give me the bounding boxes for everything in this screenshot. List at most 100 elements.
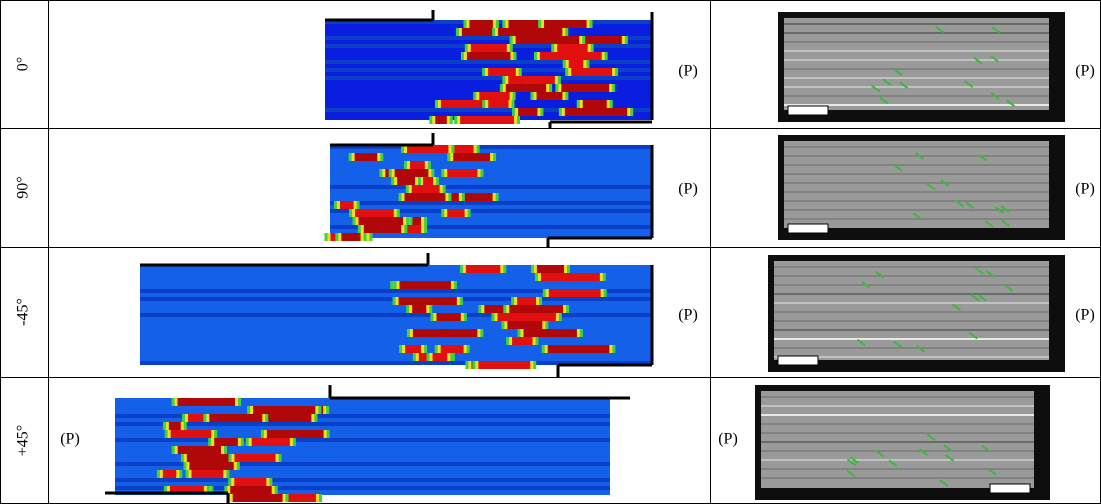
micro-crack — [861, 281, 871, 289]
sim-red — [582, 100, 607, 108]
sim-red — [465, 265, 501, 273]
micrograph-image — [755, 385, 1050, 500]
sim-red — [512, 337, 533, 345]
sim-red — [412, 305, 427, 313]
micro-crack — [990, 92, 1000, 100]
sim-red — [339, 201, 354, 209]
sim-red — [423, 177, 434, 185]
sim-red — [404, 193, 446, 201]
sim-stripe — [115, 414, 610, 418]
sim-red — [439, 145, 474, 153]
micro-crack — [991, 26, 1001, 34]
sim-stripe — [330, 201, 652, 205]
micro-crack — [984, 220, 994, 228]
micro-crack — [987, 468, 997, 476]
micro-crack — [926, 433, 936, 442]
sim-red — [440, 345, 464, 353]
micro-crack — [990, 55, 1000, 63]
simulation-image — [324, 133, 654, 247]
micro-crack — [943, 444, 953, 452]
sim-red — [355, 209, 394, 217]
simulation-label: (P) — [678, 307, 698, 324]
micro-crack — [849, 456, 859, 464]
sim-stripe — [140, 289, 652, 293]
sim-red — [186, 454, 230, 462]
sim-red — [363, 225, 402, 233]
sim-red — [571, 36, 622, 44]
sim-red — [466, 52, 511, 60]
micro-crack — [888, 459, 898, 468]
sim-red — [508, 20, 539, 28]
simulation-image — [105, 385, 630, 504]
sim-red — [544, 20, 587, 28]
sim-stripe — [115, 478, 610, 482]
micrograph-label: (P) — [1075, 307, 1095, 324]
micro-crack — [934, 25, 945, 34]
micro-crack — [912, 212, 922, 220]
sim-stripe — [330, 225, 652, 229]
simulation-label: (P) — [678, 63, 698, 80]
sim-red — [162, 470, 177, 478]
micro-crack — [1000, 219, 1011, 227]
sim-red — [341, 233, 361, 241]
sim-red — [189, 462, 234, 470]
micro-crack — [899, 81, 909, 90]
sim-red — [470, 44, 507, 52]
sim-red — [435, 116, 447, 124]
sim-red — [266, 430, 324, 438]
sim-stripe — [325, 108, 652, 112]
sim-red — [168, 422, 181, 430]
micro-crack — [879, 96, 889, 105]
sim-red — [436, 313, 461, 321]
sim-red — [461, 28, 495, 36]
sim-red — [478, 361, 531, 369]
micro-crack — [974, 267, 985, 275]
row-angle-label: +45° — [15, 425, 32, 456]
micrograph-image — [778, 12, 1065, 122]
simulation-image — [140, 253, 654, 377]
sim-red — [561, 84, 610, 92]
sim-stripe — [140, 313, 652, 317]
micro-crack — [968, 331, 978, 340]
sim-red — [330, 233, 340, 241]
sim-red — [488, 68, 516, 76]
micro-crack — [964, 80, 974, 88]
row-angle-label: 0° — [15, 57, 32, 71]
sim-red — [440, 100, 500, 108]
micrograph-image — [778, 135, 1065, 240]
micro-crack — [951, 303, 962, 311]
sim-red — [169, 486, 204, 494]
micro-crack — [985, 270, 995, 278]
sim-red — [268, 494, 316, 502]
micro-crack — [1004, 284, 1014, 292]
micrograph-image — [768, 255, 1065, 372]
micro-crack — [846, 469, 856, 478]
sim-red — [536, 92, 563, 100]
sim-red — [358, 217, 404, 225]
micro-crack — [994, 206, 1005, 214]
sim-red — [209, 414, 263, 422]
micrograph-label: (P) — [1075, 63, 1095, 80]
row-angle-label: 90° — [15, 176, 32, 198]
sim-red — [432, 353, 448, 361]
micro-crack — [856, 338, 866, 347]
sim-red — [557, 44, 588, 52]
micro-crack — [944, 454, 955, 462]
micro-crack — [875, 270, 885, 279]
sim-red — [177, 446, 221, 454]
micro-crack — [977, 293, 987, 302]
micro-crack — [918, 448, 929, 457]
sim-red — [394, 169, 429, 177]
sim-red — [509, 305, 564, 313]
micro-crack — [914, 152, 925, 160]
sim-red — [523, 329, 577, 337]
micro-crack — [954, 199, 964, 208]
micro-scale-bar — [989, 483, 1031, 494]
micro-crack — [973, 56, 983, 65]
sim-stripe — [115, 462, 610, 466]
sim-red — [354, 153, 378, 161]
sim-stripe — [330, 145, 652, 149]
sim-red — [571, 68, 613, 76]
sim-stripe — [330, 185, 652, 189]
